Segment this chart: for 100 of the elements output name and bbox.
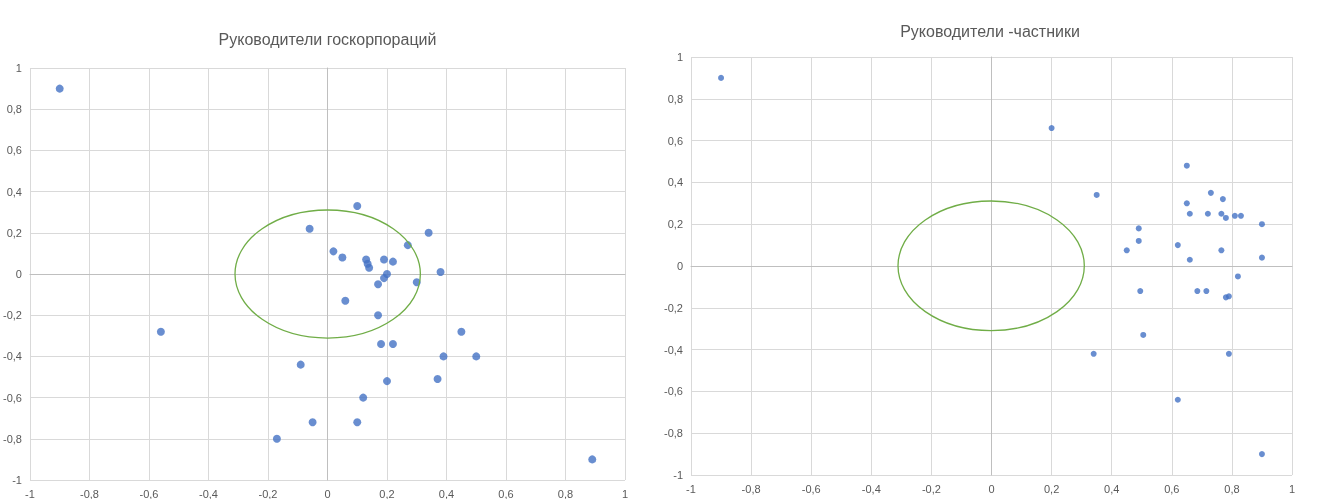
point: [439, 352, 448, 361]
y-tick-label: -0,8: [2, 432, 22, 445]
point: [1219, 196, 1226, 203]
point: [1135, 237, 1142, 244]
point: [1218, 210, 1225, 217]
point: [424, 228, 433, 237]
point: [272, 434, 281, 443]
point: [388, 340, 397, 349]
point: [329, 247, 338, 256]
point: [1258, 254, 1265, 261]
y-tick-label: 0,4: [667, 176, 683, 189]
x-tick-label: 0,6: [1164, 482, 1180, 495]
x-tick-label: -0,6: [801, 482, 821, 495]
x-tick-label: 0,2: [1043, 482, 1060, 495]
point: [433, 375, 442, 384]
point: [353, 202, 362, 211]
point: [1234, 273, 1241, 280]
point: [1186, 210, 1193, 217]
point: [156, 327, 165, 336]
y-tick-label: 0,6: [667, 134, 683, 147]
point: [1218, 247, 1225, 254]
point: [388, 257, 397, 266]
y-tick-label: 0,6: [6, 144, 22, 157]
point: [305, 224, 314, 233]
y-tick-label: -0,2: [664, 301, 683, 314]
point: [380, 274, 389, 283]
y-tick-label: -0,4: [664, 343, 683, 356]
point: [341, 296, 350, 305]
point: [365, 263, 374, 272]
x-tick-label: 0,8: [1224, 482, 1240, 495]
point: [1048, 125, 1055, 132]
point: [1237, 212, 1244, 219]
x-tick-label: -0,6: [139, 487, 159, 499]
y-tick-label: 1: [15, 62, 22, 74]
point: [338, 253, 347, 262]
y-tick-label: -0,6: [2, 391, 22, 404]
point: [374, 280, 383, 289]
y-tick-label: 1: [676, 51, 683, 63]
point: [1203, 288, 1210, 295]
x-tick-label: -1: [686, 482, 696, 495]
point: [382, 377, 391, 386]
point: [1183, 162, 1190, 169]
point: [353, 418, 362, 427]
x-tick-label: 0,2: [379, 487, 395, 499]
x-tick-label: 0: [988, 482, 995, 495]
x-tick-label: 0,8: [557, 487, 574, 499]
x-tick-label: -0,8: [79, 487, 99, 499]
x-tick-label: 0,4: [1104, 482, 1120, 495]
point: [436, 267, 445, 276]
point: [1194, 288, 1201, 295]
x-tick-label: 0: [324, 487, 331, 499]
point: [1093, 191, 1100, 198]
y-tick-label: 0,8: [667, 92, 683, 105]
x-tick-label: 1: [1288, 482, 1296, 495]
y-tick-label: -0,2: [2, 309, 22, 322]
point: [1090, 350, 1097, 357]
point: [1183, 200, 1190, 207]
point: [1123, 247, 1130, 254]
y-tick-label: -0,8: [664, 427, 683, 440]
x-tick-label: -0,4: [198, 487, 218, 499]
point: [1207, 189, 1214, 196]
point: [377, 340, 386, 349]
x-tick-label: -0,2: [258, 487, 278, 499]
x-tick-label: 0,6: [498, 487, 514, 499]
y-tick-label: 0,2: [6, 226, 22, 239]
y-tick-label: 0,4: [6, 185, 22, 198]
x-tick-label: 0,4: [438, 487, 455, 499]
point: [1231, 212, 1238, 219]
y-tick-label: -1: [673, 469, 683, 481]
point: [380, 255, 389, 264]
x-tick-label: -0,8: [741, 482, 761, 495]
point: [588, 455, 597, 464]
point: [1186, 256, 1193, 263]
point: [1140, 331, 1147, 338]
x-tick-label: -1: [25, 487, 35, 499]
point: [1204, 210, 1211, 217]
point: [718, 74, 725, 81]
x-tick-label: -0,2: [921, 482, 941, 495]
y-tick-label: 0,2: [667, 218, 683, 231]
point: [308, 418, 317, 427]
point: [1174, 396, 1181, 403]
point: [1174, 242, 1181, 249]
point: [55, 84, 64, 93]
point: [1137, 288, 1144, 295]
x-tick-label: -0,4: [861, 482, 881, 495]
point: [1222, 214, 1229, 221]
y-tick-label: -0,4: [2, 350, 22, 363]
chart-title: Руководители -частники: [900, 22, 1080, 40]
point: [1258, 451, 1265, 458]
point: [457, 327, 466, 336]
point: [1135, 225, 1142, 232]
point: [472, 352, 481, 361]
point: [296, 360, 305, 369]
x-tick-label: 1: [621, 487, 629, 499]
point: [374, 311, 383, 320]
point: [359, 393, 368, 402]
y-tick-label: -0,6: [664, 385, 683, 398]
point: [1258, 221, 1265, 228]
y-tick-label: 0: [676, 260, 683, 272]
y-tick-label: -1: [12, 474, 22, 486]
